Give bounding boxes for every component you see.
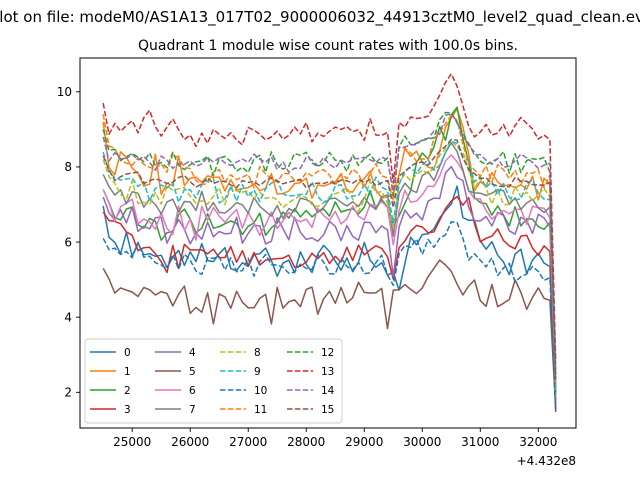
x-tick-label: 27000 (229, 435, 267, 449)
series-line-3 (102, 195, 557, 412)
series-line-2 (102, 106, 557, 394)
legend-box (84, 338, 343, 424)
legend-label-5: 5 (189, 366, 196, 378)
y-tick-label: 4 (64, 310, 72, 324)
series-line-10 (102, 221, 557, 411)
x-tick-label: 31000 (461, 435, 499, 449)
x-offset-label: +4.432e8 (517, 454, 576, 468)
x-tick-label: 30000 (403, 435, 441, 449)
x-axis: 25000 26000 27000 28000 29000 30000 31000 32000 (113, 428, 557, 449)
legend-label-11: 11 (254, 404, 267, 416)
legend-label-2: 2 (124, 385, 131, 397)
series-line-4 (102, 165, 557, 400)
legend-label-4: 4 (189, 347, 196, 359)
series-line-15 (102, 138, 557, 380)
y-tick-label: 6 (64, 235, 72, 249)
x-tick-label: 25000 (113, 435, 151, 449)
legend-label-8: 8 (254, 347, 261, 359)
series-line-5 (102, 259, 557, 410)
series-layer (102, 73, 557, 412)
series-line-13 (102, 73, 557, 361)
legend-label-12: 12 (321, 347, 334, 359)
chart-title: Quadrant 1 module wise count rates with … (138, 38, 518, 54)
legend-label-9: 9 (254, 366, 261, 378)
y-axis: 2 4 6 8 10 (57, 85, 80, 400)
plot-frame (79, 57, 577, 429)
legend-label-15: 15 (321, 404, 334, 416)
series-line-7 (102, 142, 557, 398)
x-tick-label: 32000 (519, 435, 557, 449)
legend-label-6: 6 (189, 385, 196, 397)
x-tick-label: 26000 (171, 435, 209, 449)
legend-label-13: 13 (321, 366, 334, 378)
legend-label-1: 1 (124, 366, 131, 378)
series-line-1 (102, 108, 557, 389)
legend-label-7: 7 (189, 404, 196, 416)
series-line-14 (102, 113, 557, 370)
legend-label-10: 10 (254, 385, 267, 397)
x-tick-label: 29000 (345, 435, 383, 449)
y-tick-label: 10 (57, 85, 72, 99)
y-tick-label: 2 (64, 386, 72, 400)
figure-suptitle: Plot on file: modeM0/AS1A13_017T02_90000… (0, 8, 640, 27)
legend-label-0: 0 (124, 347, 131, 359)
legend-label-3: 3 (124, 404, 131, 416)
series-line-6 (102, 154, 557, 389)
series-line-12 (102, 111, 557, 376)
legend-label-14: 14 (321, 385, 335, 397)
y-tick-label: 8 (64, 160, 72, 174)
series-line-11 (102, 114, 557, 383)
x-tick-label: 28000 (287, 435, 325, 449)
